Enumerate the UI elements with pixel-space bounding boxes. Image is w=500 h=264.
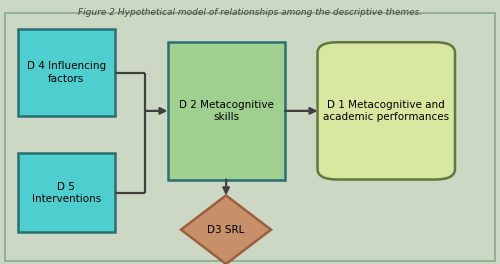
Text: D 5
Interventions: D 5 Interventions: [32, 182, 101, 204]
Bar: [18, 153, 115, 232]
Polygon shape: [181, 195, 271, 264]
Text: D 1 Metacognitive and
academic performances: D 1 Metacognitive and academic performan…: [323, 100, 450, 122]
Text: D 4 Influencing
factors: D 4 Influencing factors: [26, 62, 106, 84]
FancyBboxPatch shape: [318, 42, 455, 180]
Bar: [18, 29, 115, 116]
Text: D3 SRL: D3 SRL: [208, 225, 244, 235]
Text: Figure 2 Hypothetical model of relationships among the descriptive themes.: Figure 2 Hypothetical model of relations…: [78, 8, 422, 17]
Bar: [168, 42, 285, 180]
Text: D 2 Metacognitive
skills: D 2 Metacognitive skills: [179, 100, 274, 122]
